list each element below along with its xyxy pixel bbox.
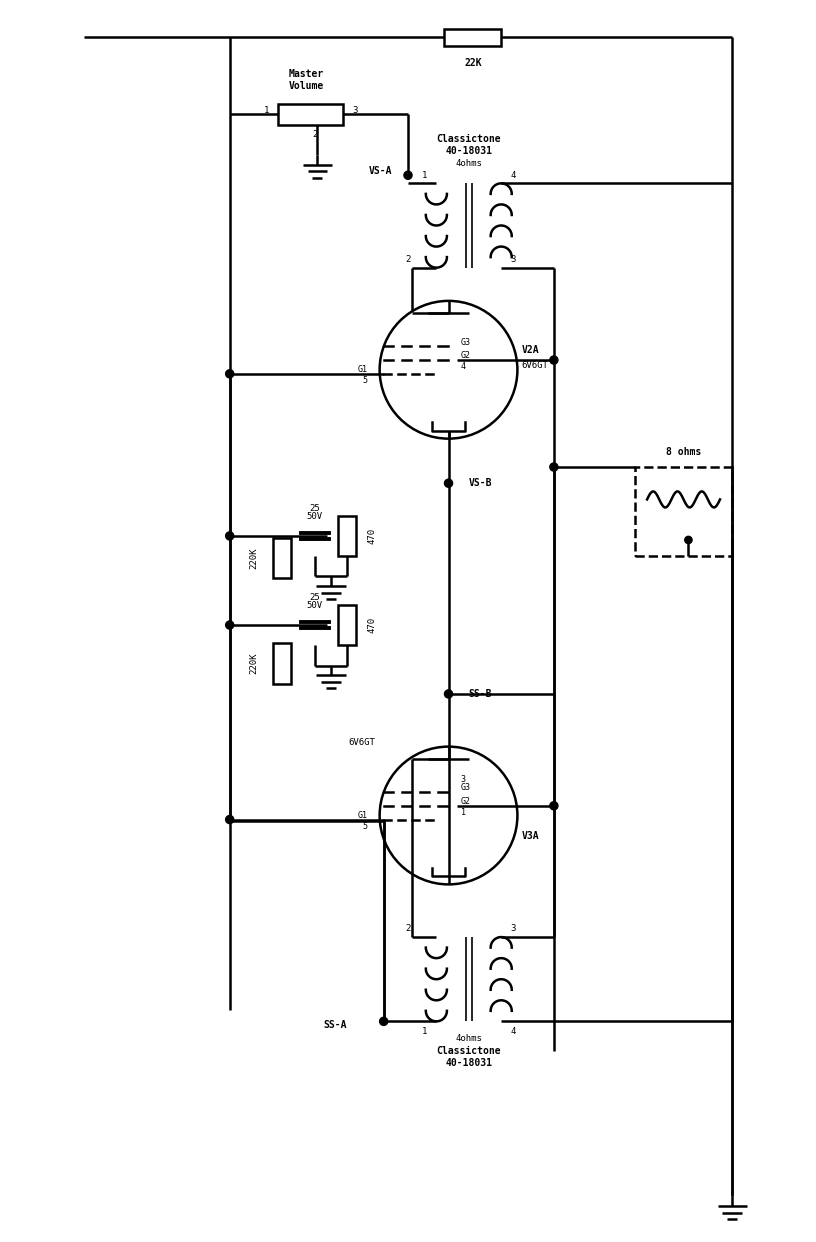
Text: 5: 5 — [362, 376, 367, 385]
Bar — [273, 538, 291, 579]
Text: G3: G3 — [461, 338, 471, 347]
Text: 4: 4 — [511, 170, 516, 180]
Circle shape — [226, 816, 233, 823]
Text: Volume: Volume — [289, 81, 324, 91]
Circle shape — [226, 532, 233, 540]
Text: 2: 2 — [406, 924, 410, 934]
Text: G1: G1 — [357, 811, 367, 820]
Text: 220K: 220K — [250, 653, 259, 674]
Text: 1: 1 — [422, 1027, 427, 1036]
Text: 1: 1 — [461, 807, 466, 817]
Text: 50V: 50V — [307, 601, 323, 611]
Text: Master: Master — [289, 70, 324, 79]
Text: 470: 470 — [367, 617, 376, 633]
Text: 4ohms: 4ohms — [455, 1033, 482, 1042]
Bar — [339, 515, 356, 556]
Text: 1: 1 — [422, 170, 427, 180]
Text: 2: 2 — [312, 130, 317, 139]
Text: 25: 25 — [309, 504, 320, 513]
Text: 3: 3 — [461, 775, 466, 785]
Text: 22K: 22K — [464, 57, 481, 68]
Text: 3: 3 — [511, 924, 516, 934]
Text: 6V6GT: 6V6GT — [348, 738, 375, 748]
Text: 4: 4 — [511, 1027, 516, 1036]
Circle shape — [379, 1017, 388, 1026]
Text: 1: 1 — [264, 106, 268, 116]
Circle shape — [685, 537, 692, 544]
Text: 2: 2 — [406, 255, 410, 265]
Text: 8 ohms: 8 ohms — [666, 447, 701, 457]
Circle shape — [550, 356, 558, 364]
Circle shape — [550, 802, 558, 810]
Circle shape — [550, 463, 558, 471]
Circle shape — [445, 689, 453, 698]
Bar — [339, 605, 356, 646]
Text: Classictone: Classictone — [437, 1046, 501, 1056]
Bar — [273, 643, 291, 684]
Text: 40-18031: 40-18031 — [446, 1058, 492, 1068]
Text: 25: 25 — [309, 594, 320, 602]
Text: 470: 470 — [367, 528, 376, 544]
Text: G1: G1 — [357, 365, 367, 374]
Text: G3: G3 — [461, 784, 471, 792]
Text: G2: G2 — [461, 797, 471, 806]
Text: VS-A: VS-A — [368, 166, 392, 176]
Circle shape — [404, 171, 412, 179]
Circle shape — [226, 370, 233, 378]
Text: 5: 5 — [362, 821, 367, 831]
Text: 6V6GT: 6V6GT — [521, 361, 548, 370]
Text: G2: G2 — [461, 351, 471, 360]
Bar — [278, 104, 344, 124]
Bar — [635, 467, 732, 556]
Text: 50V: 50V — [307, 512, 323, 522]
Text: 1meg: 1meg — [300, 111, 322, 119]
Text: Classictone: Classictone — [437, 134, 501, 144]
Text: SS-A: SS-A — [324, 1021, 348, 1031]
Text: 40-18031: 40-18031 — [446, 147, 492, 156]
Text: 220K: 220K — [250, 548, 259, 569]
Circle shape — [226, 621, 233, 630]
Text: 4ohms: 4ohms — [455, 159, 482, 168]
Circle shape — [445, 479, 453, 487]
Text: 4: 4 — [461, 361, 466, 371]
Text: V2A: V2A — [521, 344, 539, 354]
Text: SS-B: SS-B — [468, 689, 492, 699]
Text: V3A: V3A — [521, 831, 539, 841]
Text: 3: 3 — [353, 106, 358, 116]
Bar — [445, 29, 501, 46]
Text: 3: 3 — [511, 255, 516, 265]
Text: VS-B: VS-B — [468, 478, 492, 488]
